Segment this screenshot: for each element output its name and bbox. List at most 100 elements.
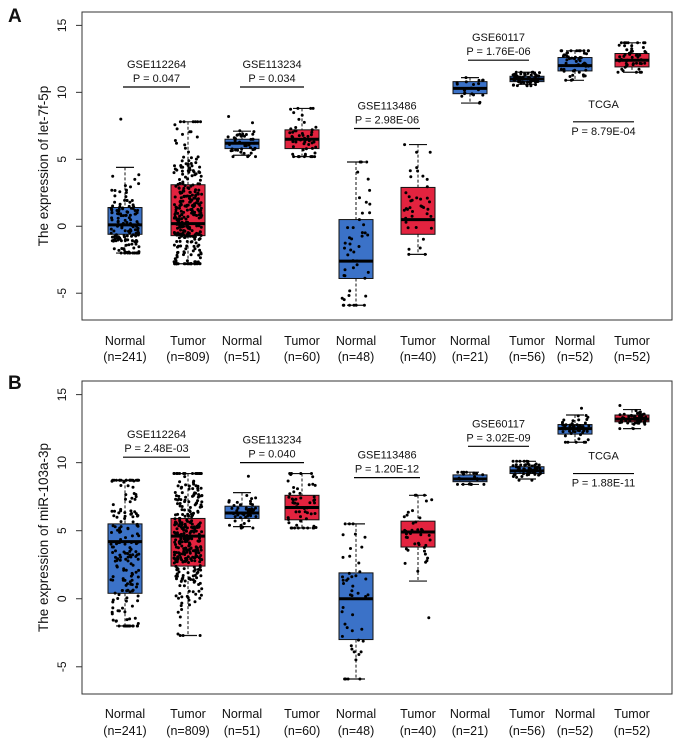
data-point	[187, 187, 191, 190]
data-point	[199, 120, 202, 124]
data-point	[357, 653, 361, 656]
category-label: Normal	[105, 334, 145, 348]
data-point	[358, 677, 362, 681]
category-label: Normal	[105, 707, 145, 721]
data-point	[191, 169, 195, 173]
data-point	[128, 213, 132, 217]
data-point	[360, 234, 364, 238]
p-value-label: P = 0.040	[248, 449, 295, 461]
data-point	[630, 414, 634, 418]
data-point	[346, 677, 350, 681]
data-point	[575, 423, 579, 427]
box-group	[557, 406, 593, 444]
data-point	[122, 480, 126, 484]
data-point	[173, 257, 177, 261]
dataset-label: GSE113486	[357, 450, 416, 462]
data-point	[618, 421, 622, 425]
data-point	[114, 619, 118, 623]
data-point	[350, 629, 354, 633]
data-point	[306, 526, 310, 530]
data-point	[197, 556, 201, 560]
data-point	[618, 55, 622, 59]
data-point	[515, 459, 519, 463]
data-point	[464, 76, 468, 80]
y-tick-label: 10	[55, 85, 69, 99]
data-point	[135, 553, 139, 557]
data-point	[526, 80, 529, 84]
data-point	[344, 677, 348, 681]
data-point	[421, 237, 425, 241]
data-point	[179, 209, 183, 213]
data-point	[534, 83, 537, 87]
category-count-label: (n=809)	[166, 724, 209, 738]
data-point	[124, 493, 128, 497]
data-point	[176, 632, 180, 636]
data-point	[181, 576, 185, 580]
data-point	[294, 126, 298, 129]
data-point	[114, 233, 118, 237]
data-point	[136, 229, 140, 233]
plot-frame	[81, 380, 673, 695]
data-point	[643, 41, 647, 45]
data-point	[188, 234, 192, 238]
data-point	[348, 593, 352, 597]
data-point	[251, 121, 254, 125]
data-point	[181, 172, 185, 176]
data-point	[116, 216, 120, 220]
data-point	[577, 49, 581, 53]
data-point	[197, 216, 201, 220]
data-point	[235, 133, 239, 137]
data-point	[189, 198, 193, 202]
data-point	[193, 491, 197, 495]
data-point	[404, 191, 408, 195]
data-point	[199, 548, 203, 552]
data-point	[302, 120, 306, 124]
data-point	[180, 491, 184, 495]
dataset-label: TCGA	[588, 99, 619, 111]
data-point	[583, 421, 587, 425]
data-point	[199, 593, 203, 597]
data-point	[134, 550, 138, 554]
data-point	[245, 494, 249, 497]
data-point	[406, 548, 410, 552]
data-point	[430, 498, 434, 502]
data-point	[200, 500, 204, 504]
data-point	[360, 231, 364, 235]
data-point	[512, 83, 515, 87]
data-point	[538, 466, 542, 470]
data-point	[180, 159, 184, 163]
data-point	[136, 233, 140, 237]
data-point	[179, 604, 183, 608]
data-point	[128, 580, 132, 584]
data-point	[132, 251, 136, 255]
data-point	[125, 210, 129, 214]
data-point	[176, 250, 180, 254]
data-point	[186, 596, 190, 600]
category-label: Tumor	[170, 334, 206, 348]
data-point	[309, 106, 313, 110]
data-point	[115, 236, 119, 240]
data-point	[511, 459, 515, 463]
data-point	[522, 459, 526, 463]
data-point	[304, 147, 308, 151]
data-point	[242, 151, 246, 155]
data-point	[117, 624, 121, 628]
data-point	[126, 559, 130, 563]
category-count-label: (n=241)	[103, 350, 146, 364]
data-point	[131, 563, 135, 567]
data-point	[227, 115, 231, 118]
data-point	[111, 551, 115, 554]
data-point	[291, 140, 295, 144]
data-point	[625, 63, 629, 67]
data-point	[403, 561, 407, 565]
data-point	[307, 143, 311, 146]
data-point	[525, 473, 529, 477]
data-point	[197, 589, 201, 593]
data-point	[621, 69, 625, 73]
category-count-label: (n=60)	[284, 724, 320, 738]
data-point	[577, 57, 581, 61]
data-point	[364, 294, 368, 298]
data-point	[182, 229, 186, 233]
data-point	[574, 59, 578, 63]
data-point	[130, 583, 134, 587]
